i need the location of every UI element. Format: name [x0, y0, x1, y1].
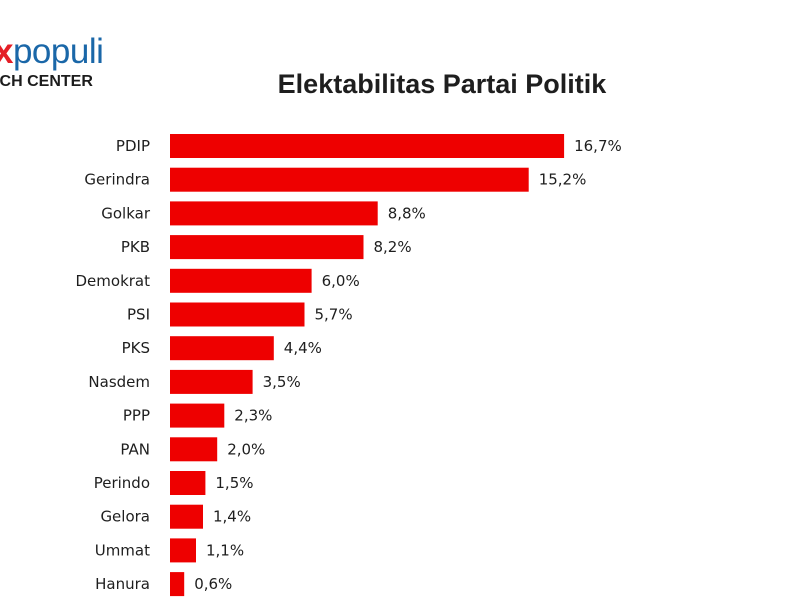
logo-wordmark: xpopuli [0, 32, 104, 72]
bar-psi [170, 302, 305, 327]
category-label-psi: PSI [127, 306, 150, 324]
bar-pkb [170, 235, 364, 260]
value-label-pan: 2,0% [227, 440, 265, 458]
chart-title: Elektabilitas Partai Politik [277, 69, 607, 99]
category-label-ummat: Ummat [95, 541, 150, 559]
value-label-golkar: 8,8% [388, 204, 426, 222]
value-label-pks: 4,4% [284, 339, 322, 357]
value-label-pkb: 8,2% [374, 238, 412, 256]
bar-nasdem [170, 369, 253, 394]
bar-pks [170, 336, 274, 361]
logo-name: populi [12, 32, 104, 71]
category-label-pdip: PDIP [116, 137, 150, 155]
category-label-gerindra: Gerindra [84, 171, 150, 189]
bar-ppp [170, 403, 225, 428]
bar-gerindra [170, 167, 529, 192]
value-label-psi: 5,7% [315, 306, 353, 324]
category-label-ppp: PPP [123, 407, 150, 425]
logo-x: x [0, 32, 13, 71]
bar-ummat [170, 538, 196, 563]
category-label-pkb: PKB [121, 238, 150, 256]
category-label-perindo: Perindo [94, 474, 150, 492]
bar-pdip [170, 134, 565, 158]
value-label-ummat: 1,1% [206, 541, 244, 559]
category-label-pks: PKS [122, 339, 150, 357]
value-label-pdip: 16,7% [574, 137, 622, 155]
company-logo: xpopuli RCH CENTER [0, 32, 154, 102]
value-label-gelora: 1,4% [213, 508, 251, 526]
bar-gelora [170, 504, 203, 529]
bar-golkar [170, 201, 378, 226]
value-label-ppp: 2,3% [234, 407, 272, 425]
value-label-hanura: 0,6% [194, 575, 232, 593]
category-label-pan: PAN [120, 440, 150, 458]
logo-subtitle: RCH CENTER [0, 73, 93, 90]
bar-perindo [170, 471, 206, 495]
bar-pan [170, 437, 218, 462]
value-label-perindo: 1,5% [215, 474, 253, 492]
category-label-nasdem: Nasdem [88, 373, 150, 391]
category-label-golkar: Golkar [101, 204, 151, 222]
value-label-nasdem: 3,5% [263, 373, 301, 391]
bar-demokrat [170, 268, 312, 293]
bar-hanura [170, 572, 185, 597]
value-label-gerindra: 15,2% [539, 171, 587, 189]
category-label-demokrat: Demokrat [76, 272, 151, 290]
category-label-gelora: Gelora [100, 508, 150, 526]
category-label-hanura: Hanura [95, 575, 150, 593]
value-label-demokrat: 6,0% [322, 272, 360, 290]
